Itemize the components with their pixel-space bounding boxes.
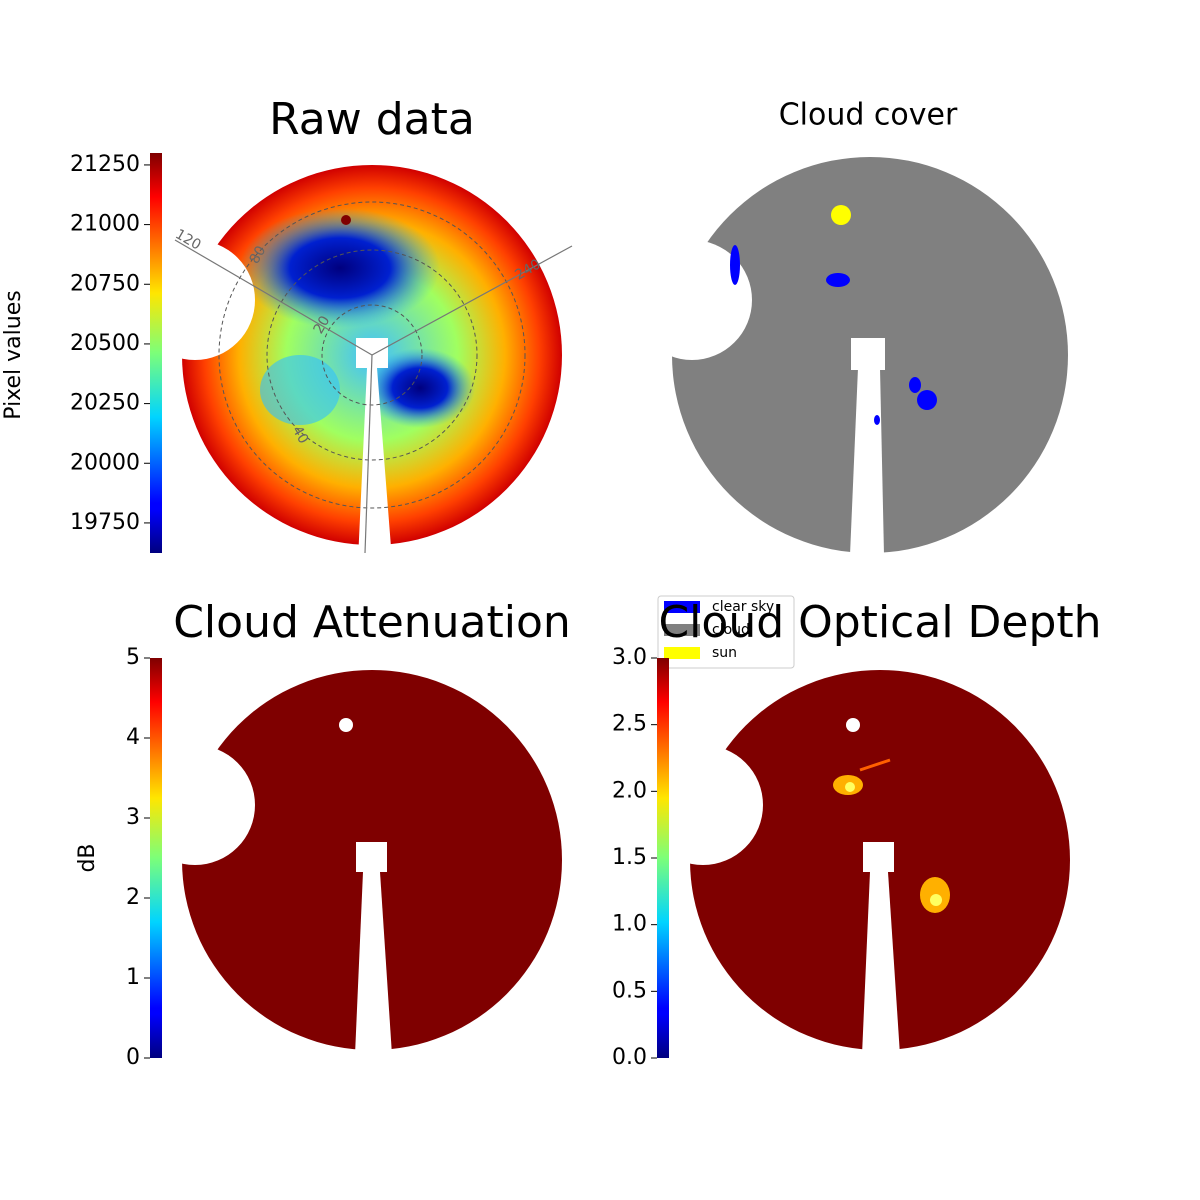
- colorbar-tick-label: 4: [126, 725, 140, 750]
- clear-sky-patch: [826, 273, 850, 287]
- colorbar-tick-label: 3: [126, 805, 140, 830]
- legend-label: clear sky: [712, 599, 774, 615]
- colorbar-tick-label: 19750: [70, 510, 140, 535]
- clear-sky-patch: [730, 245, 740, 285]
- optical-depth-disk: [643, 670, 1070, 1055]
- legend-label: sun: [712, 645, 737, 661]
- clear-sky-patch: [874, 415, 880, 425]
- clear-sky-patch: [917, 390, 937, 410]
- chart-title: Cloud Optical Depth: [658, 597, 1101, 648]
- colorbar: [150, 153, 162, 553]
- colorbar-tick-label: 1.0: [612, 912, 647, 937]
- colorbar-tick-label: 1.5: [612, 845, 647, 870]
- colorbar-tick-label: 0.0: [612, 1045, 647, 1070]
- colorbar-tick-label: 2: [126, 885, 140, 910]
- colorbar-label: dB: [75, 843, 100, 872]
- colorbar-tick-label: 21250: [70, 152, 140, 177]
- chart-title: Raw data: [269, 94, 475, 145]
- polar-label: 20: [311, 313, 334, 336]
- colorbar-tick-label: 20250: [70, 391, 140, 416]
- colorbar-label: Pixel values: [1, 290, 26, 419]
- colorbar-tick-label: 2.0: [612, 778, 647, 803]
- legend-swatch: [664, 647, 700, 659]
- polar-label: 40: [289, 423, 312, 446]
- colorbar-tick-label: 2.5: [612, 712, 647, 737]
- sun-mark: [831, 205, 851, 225]
- colorbar-tick-label: 0: [126, 1045, 140, 1070]
- polar-label: 80: [247, 243, 270, 266]
- colorbar-tick-label: 0.5: [612, 978, 647, 1003]
- attenuation-disk: [135, 670, 562, 1055]
- legend-swatch: [664, 624, 700, 636]
- clear-sky-patch: [909, 377, 921, 393]
- colorbar-tick-label: 20750: [70, 271, 140, 296]
- colorbar-tick-label: 21000: [70, 212, 140, 237]
- raw-disk: [135, 165, 573, 560]
- colorbar-tick-label: 3.0: [612, 645, 647, 670]
- colorbar-tick-label: 20000: [70, 450, 140, 475]
- chart-title: Cloud cover: [779, 98, 958, 133]
- colorbar-tick-label: 20500: [70, 331, 140, 356]
- cloud-cover-disk: [632, 157, 1068, 555]
- chart-title: Cloud Attenuation: [173, 597, 571, 648]
- colorbar: [150, 658, 162, 1058]
- colorbar-tick-label: 5: [126, 645, 140, 670]
- colorbar: [657, 658, 669, 1058]
- legend-label: cloud: [712, 622, 750, 638]
- colorbar-tick-label: 1: [126, 965, 140, 990]
- legend-swatch: [664, 601, 700, 613]
